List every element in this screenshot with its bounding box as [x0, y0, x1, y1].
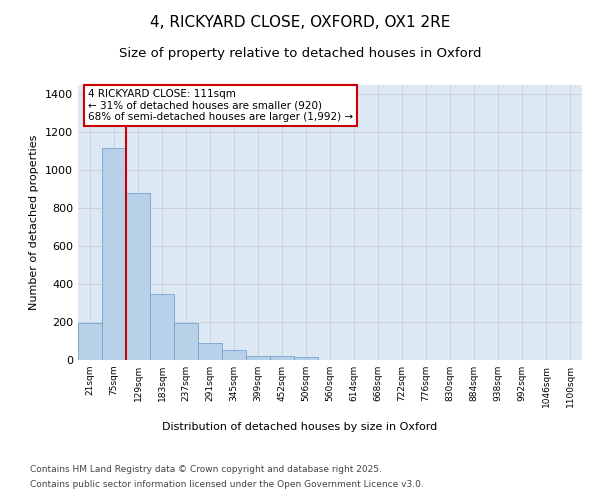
Bar	[126, 193, 150, 360]
Text: Size of property relative to detached houses in Oxford: Size of property relative to detached ho…	[119, 48, 481, 60]
Text: Contains HM Land Registry data © Crown copyright and database right 2025.: Contains HM Land Registry data © Crown c…	[30, 465, 382, 474]
Text: 4, RICKYARD CLOSE, OXFORD, OX1 2RE: 4, RICKYARD CLOSE, OXFORD, OX1 2RE	[150, 15, 450, 30]
Bar	[270, 356, 294, 360]
Text: Distribution of detached houses by size in Oxford: Distribution of detached houses by size …	[163, 422, 437, 432]
Bar	[78, 323, 102, 360]
Bar	[102, 148, 126, 360]
Bar	[198, 343, 222, 360]
Y-axis label: Number of detached properties: Number of detached properties	[29, 135, 40, 310]
Bar	[150, 294, 174, 360]
Bar	[246, 356, 270, 360]
Bar	[174, 323, 198, 360]
Bar	[294, 357, 318, 360]
Text: Contains public sector information licensed under the Open Government Licence v3: Contains public sector information licen…	[30, 480, 424, 489]
Text: 4 RICKYARD CLOSE: 111sqm
← 31% of detached houses are smaller (920)
68% of semi-: 4 RICKYARD CLOSE: 111sqm ← 31% of detach…	[88, 89, 353, 122]
Bar	[222, 350, 246, 360]
